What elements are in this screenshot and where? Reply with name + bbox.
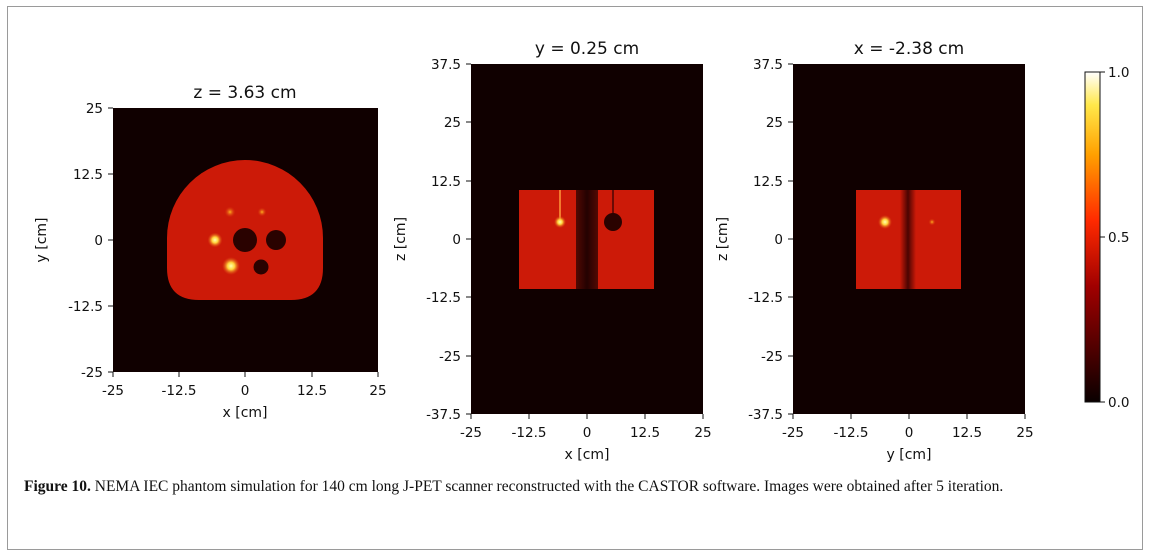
y-axis-label: z [cm] <box>715 217 731 261</box>
x-tick-label: -12.5 <box>512 425 547 441</box>
x-tick-label: -12.5 <box>834 425 869 441</box>
y-tick-label: -12.5 <box>68 299 103 315</box>
figure-label: Figure 10. <box>24 478 91 495</box>
x-tick-label: 12.5 <box>297 383 327 399</box>
x-tick-label: 25 <box>369 383 386 399</box>
cold-sphere <box>604 213 622 231</box>
y-tick-label: -25 <box>81 365 103 381</box>
x-axis <box>470 414 704 419</box>
y-tick-label: 25 <box>86 101 103 117</box>
caption-text: NEMA IEC phantom simulation for 140 cm l… <box>90 478 1004 495</box>
hot-sphere <box>878 215 892 229</box>
y-tick-label: 12.5 <box>73 167 103 183</box>
y-tick-label: 0 <box>94 233 103 249</box>
phantom-gap <box>576 190 598 289</box>
phantom-section <box>519 190 576 289</box>
x-axis <box>792 414 1026 419</box>
panel-sagittal: x = -2.38 cm -25 -12.5 0 12.5 25 y [cm] … <box>715 39 1034 463</box>
y-axis <box>108 107 113 373</box>
y-tick-label: 0 <box>452 232 461 248</box>
panel-coronal: y = 0.25 cm -25 -12.5 0 12.5 25 x [cm] 3… <box>393 39 712 463</box>
y-tick-label: 12.5 <box>753 174 783 190</box>
x-tick-label: 25 <box>694 425 711 441</box>
x-tick-label: 12.5 <box>952 425 982 441</box>
y-axis <box>788 63 793 415</box>
y-tick-label: 0 <box>774 232 783 248</box>
x-tick-label: -12.5 <box>162 383 197 399</box>
x-tick-label: 25 <box>1016 425 1033 441</box>
y-axis-label: y [cm] <box>34 218 50 263</box>
x-tick-label: -25 <box>102 383 124 399</box>
panel-title: x = -2.38 cm <box>854 39 964 59</box>
colorbar-gradient <box>1084 71 1101 403</box>
cold-sphere <box>266 230 286 250</box>
colorbar-tick-label: 0.5 <box>1108 230 1129 246</box>
x-tick-label: 12.5 <box>630 425 660 441</box>
phantom-gap <box>900 190 916 289</box>
figure-caption: Figure 10. NEMA IEC phantom simulation f… <box>24 476 1124 497</box>
y-tick-label: -37.5 <box>426 407 461 423</box>
panel-title: y = 0.25 cm <box>535 39 639 59</box>
colorbar: 1.0 0.5 0.0 <box>1084 65 1129 411</box>
y-tick-label: -25 <box>761 349 783 365</box>
hot-sphere <box>928 218 936 226</box>
y-tick-label: 37.5 <box>753 57 783 73</box>
panel-title: z = 3.63 cm <box>193 83 296 103</box>
y-tick-label: -12.5 <box>748 290 783 306</box>
y-tick-label: -25 <box>439 349 461 365</box>
x-axis <box>112 372 379 377</box>
x-axis-label: x [cm] <box>223 405 268 421</box>
y-tick-label: 25 <box>766 115 783 131</box>
hot-sphere <box>207 232 223 248</box>
y-tick-label: 12.5 <box>431 174 461 190</box>
x-tick-label: -25 <box>782 425 804 441</box>
y-tick-label: -37.5 <box>748 407 783 423</box>
colorbar-tick-label: 1.0 <box>1108 65 1129 81</box>
hot-sphere <box>224 206 236 218</box>
panel-transverse: z = 3.63 cm -25 -12.5 0 12.5 25 x [cm] 2… <box>34 83 387 421</box>
x-tick-label: 0 <box>241 383 250 399</box>
y-tick-label: 37.5 <box>431 57 461 73</box>
x-tick-label: 0 <box>905 425 914 441</box>
hot-sphere <box>554 216 566 228</box>
x-tick-label: -25 <box>460 425 482 441</box>
x-axis-label: y [cm] <box>887 447 932 463</box>
x-axis-label: x [cm] <box>565 447 610 463</box>
cold-sphere <box>253 259 269 275</box>
figure-graphic: z = 3.63 cm -25 -12.5 0 12.5 25 x [cm] 2… <box>34 39 1129 463</box>
hot-sphere <box>257 207 267 217</box>
hot-sphere <box>222 257 240 275</box>
phantom-section <box>598 190 654 289</box>
y-tick-label: 25 <box>444 115 461 131</box>
x-tick-label: 0 <box>583 425 592 441</box>
y-axis-label: z [cm] <box>393 217 409 261</box>
y-axis <box>466 63 471 415</box>
cold-sphere <box>233 228 257 252</box>
y-tick-label: -12.5 <box>426 290 461 306</box>
colorbar-tick-label: 0.0 <box>1108 395 1129 411</box>
